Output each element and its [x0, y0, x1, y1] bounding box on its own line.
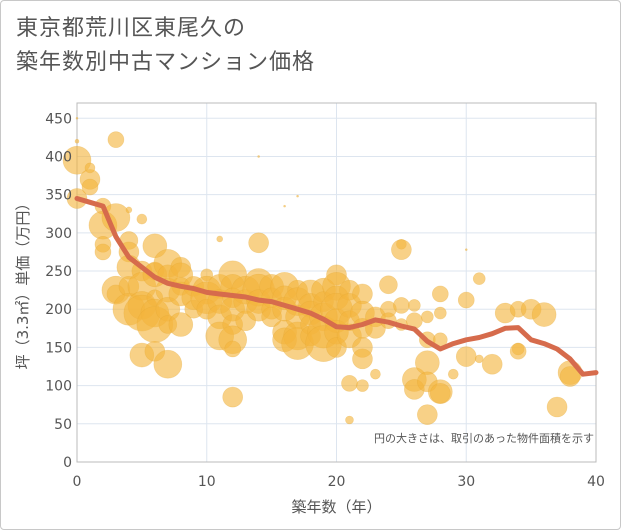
bubble-point: [352, 348, 373, 370]
bubble-point: [356, 379, 369, 392]
bubble-point: [408, 299, 421, 312]
bubble-point: [417, 404, 438, 425]
bubble-point: [370, 368, 381, 380]
bubble-point: [393, 297, 410, 314]
y-tick-label: 0: [63, 455, 72, 471]
x-axis-ticks: 0 10 20 30 40: [73, 474, 605, 490]
bubble-point: [379, 275, 398, 295]
bubble-point: [457, 291, 475, 309]
y-axis-title: 坪（3.3㎡）単価（万円）: [14, 196, 32, 370]
bubble-point: [62, 145, 92, 175]
average-price-line: [74, 196, 599, 377]
chart-title-line-1: 東京都荒川区東尾久の: [16, 16, 247, 41]
x-tick-label: 20: [328, 474, 346, 490]
chart-title-line-2: 築年数別中古マンション価格: [16, 50, 316, 75]
bubble-point: [509, 342, 527, 360]
x-tick-label: 40: [587, 474, 605, 490]
bubble-point: [136, 213, 148, 225]
y-tick-label: 450: [45, 111, 72, 127]
x-axis-title: 築年数（年）: [291, 498, 381, 516]
y-axis-ticks: 0 50 100 150 200 250 300 350 400 450: [45, 111, 72, 471]
y-tick-label: 350: [45, 188, 72, 204]
bubble-point: [216, 235, 224, 243]
bubble-point: [222, 386, 243, 408]
bubble-point: [345, 415, 354, 425]
x-tick-label: 10: [198, 474, 216, 490]
bubble-point: [464, 248, 468, 251]
y-tick-label: 200: [45, 302, 72, 318]
bubble-size-note: 円の大きさは、取引のあった物件面積を示す: [374, 431, 594, 445]
average-line-series: [74, 196, 599, 377]
bubble-point: [81, 178, 99, 196]
bubble-point: [74, 138, 80, 144]
chart-title: 東京都荒川区東尾久の 築年数別中古マンション価格: [16, 12, 315, 80]
bubble-point: [248, 232, 269, 254]
bubble-point: [559, 366, 581, 387]
bubble-point: [546, 396, 568, 418]
bubble-point: [455, 346, 477, 367]
bubble-point: [94, 243, 112, 261]
bubble-point: [415, 350, 440, 376]
bubble-point: [481, 353, 503, 375]
bubble-point: [433, 306, 447, 320]
bubble-point: [472, 272, 486, 285]
bubble-point: [283, 204, 286, 208]
bubble-point: [531, 302, 557, 327]
y-tick-label: 100: [45, 379, 72, 395]
y-tick-label: 250: [45, 264, 72, 280]
bubble-point: [224, 340, 241, 358]
bubble-point: [431, 285, 449, 303]
bubble-point: [84, 162, 96, 174]
y-tick-label: 150: [45, 340, 72, 356]
y-tick-label: 300: [45, 226, 72, 242]
bubble-point: [474, 354, 484, 364]
bubble-point: [168, 312, 194, 337]
bubble-point: [107, 131, 125, 148]
x-tick-label: 30: [457, 474, 475, 490]
bubble-point: [153, 349, 183, 379]
bubble-point: [447, 368, 459, 380]
y-tick-label: 400: [45, 149, 72, 165]
bubble-point: [391, 239, 412, 260]
x-tick-label: 0: [73, 474, 82, 490]
bubble-point: [125, 206, 133, 214]
bubble-point: [421, 310, 434, 324]
bubble-point: [296, 194, 299, 198]
plot-area: [76, 102, 597, 463]
bubble-point: [257, 155, 260, 158]
bubble-point: [429, 382, 451, 404]
bubble-point: [341, 375, 358, 392]
y-tick-label: 50: [54, 417, 72, 433]
bubble-point: [75, 116, 79, 120]
